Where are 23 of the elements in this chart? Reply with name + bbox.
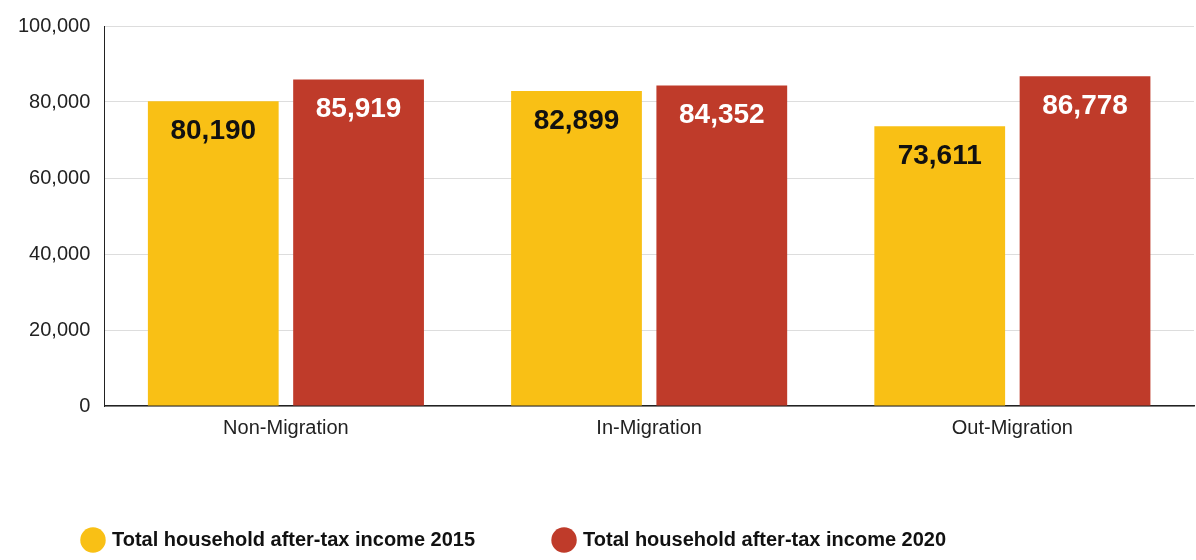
x-tick-label: In-Migration	[596, 415, 702, 438]
data-label: 84,352	[678, 98, 765, 130]
data-label: 80,190	[170, 114, 257, 145]
legend-label: Total household after-tax income 2015	[112, 527, 476, 550]
bar	[656, 85, 788, 406]
y-tick-label: 0	[79, 393, 91, 416]
data-label: 73,611	[897, 139, 982, 170]
legend-label: Total household after-tax income 2020	[583, 527, 947, 550]
y-tick-label: 20,000	[29, 317, 91, 340]
bar	[147, 101, 279, 406]
data-label: 82,899	[533, 103, 620, 135]
data-label: 86,778	[1042, 88, 1128, 120]
y-tick-label: 80,000	[29, 89, 91, 112]
bar	[1019, 76, 1151, 406]
data-label: 85,919	[315, 92, 402, 124]
y-tick-label: 40,000	[29, 241, 91, 264]
bar	[511, 90, 642, 406]
y-tick-label: 100,000	[18, 13, 91, 36]
x-tick-label: Non-Migration	[223, 415, 349, 438]
x-tick-label: Out-Migration	[951, 415, 1073, 438]
bar	[293, 79, 424, 406]
y-tick-label: 60,000	[29, 165, 91, 188]
bar	[874, 126, 1006, 406]
